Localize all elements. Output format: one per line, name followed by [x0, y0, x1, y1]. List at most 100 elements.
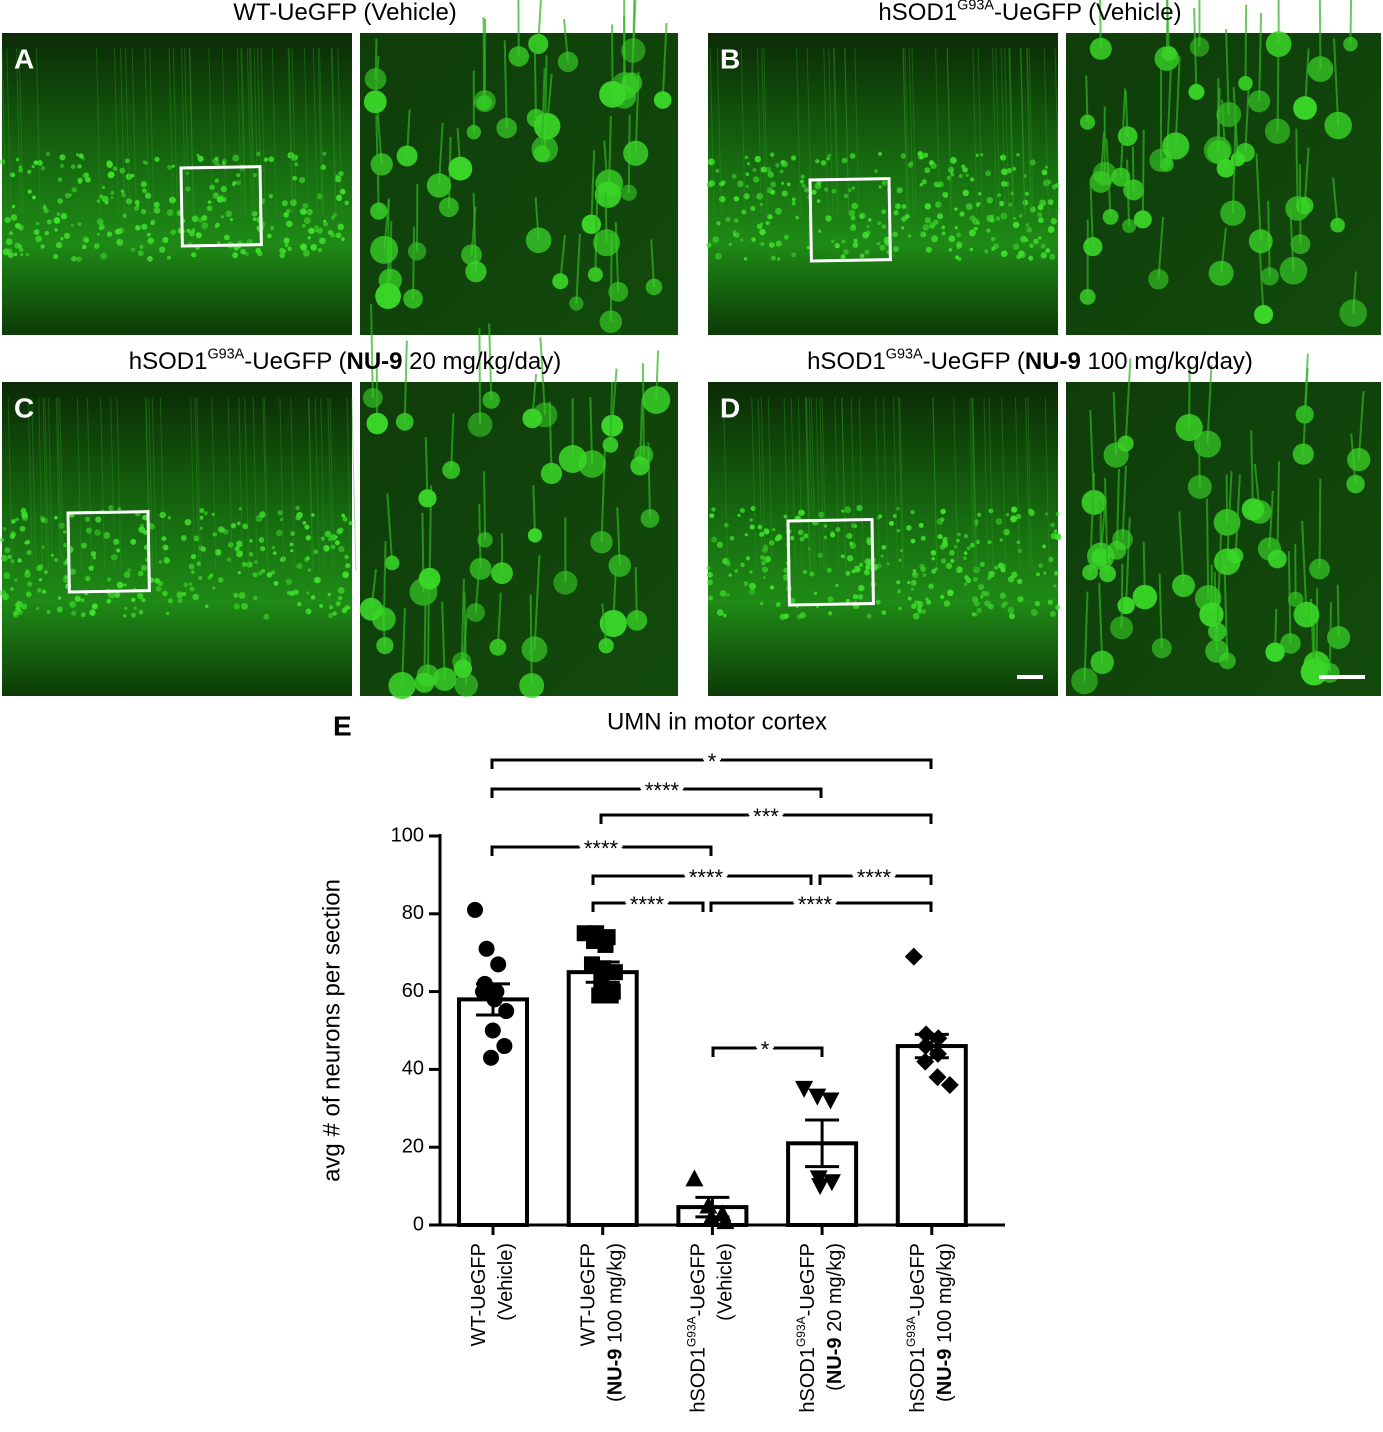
- fiber: [113, 48, 119, 215]
- cell: [728, 573, 732, 577]
- cell: [57, 198, 63, 204]
- cell: [418, 489, 437, 508]
- cell: [775, 602, 781, 608]
- data-point: [478, 940, 495, 957]
- cell: [988, 570, 995, 578]
- fiber: [238, 397, 244, 571]
- cell: [106, 598, 112, 604]
- cell: [316, 193, 323, 200]
- cell: [403, 289, 423, 309]
- cell: [299, 243, 307, 251]
- cell: [257, 571, 263, 576]
- cell: [706, 242, 712, 248]
- cell: [741, 209, 747, 215]
- cell: [86, 578, 90, 582]
- cell: [130, 247, 136, 252]
- cell: [783, 514, 788, 519]
- cell: [1016, 153, 1020, 157]
- cell: [734, 569, 739, 573]
- cell: [166, 255, 171, 260]
- cell: [203, 511, 208, 516]
- cell: [749, 589, 755, 595]
- dendrite: [1223, 564, 1229, 661]
- cell: [779, 169, 784, 174]
- cell: [1248, 90, 1271, 113]
- cell: [532, 402, 558, 428]
- cell: [140, 181, 147, 188]
- cell: [853, 565, 861, 573]
- fiber: [850, 397, 856, 571]
- cell: [776, 257, 781, 261]
- cell: [92, 556, 96, 560]
- cell: [222, 158, 227, 164]
- cell: [888, 520, 895, 526]
- cell: [17, 244, 22, 249]
- cell: [1018, 250, 1025, 257]
- cell: [849, 153, 856, 159]
- cell: [266, 572, 272, 578]
- fiber: [149, 48, 155, 215]
- cell: [123, 606, 128, 611]
- cell: [70, 164, 76, 170]
- fiber: [86, 397, 92, 571]
- cell: [620, 184, 637, 201]
- cell: [706, 181, 713, 188]
- cell: [623, 140, 649, 166]
- cell: [342, 516, 348, 522]
- dendrite: [1226, 471, 1233, 562]
- data-point: [496, 1038, 513, 1055]
- dendrite: [1231, 116, 1237, 214]
- cell: [233, 603, 240, 610]
- fiber: [932, 397, 938, 571]
- cell: [199, 526, 203, 530]
- cell: [904, 213, 910, 220]
- cell: [15, 606, 21, 611]
- cell: [63, 574, 68, 580]
- cell: [313, 549, 319, 555]
- cell: [3, 527, 7, 531]
- cell: [1010, 515, 1018, 523]
- fiber: [263, 397, 269, 571]
- text-segment: WT-UeGFP (Vehicle): [233, 0, 457, 26]
- cell: [948, 235, 956, 243]
- cell: [100, 252, 108, 260]
- cell: [137, 570, 144, 577]
- fiber: [18, 48, 24, 215]
- dendrite: [1234, 474, 1241, 556]
- cell: [334, 540, 340, 546]
- cell: [977, 583, 985, 590]
- cell: [232, 154, 240, 162]
- fiber: [899, 397, 905, 571]
- cell: [296, 563, 303, 570]
- cell: [749, 582, 756, 590]
- cell: [749, 570, 753, 574]
- cell: [279, 517, 284, 522]
- cell: [830, 532, 836, 538]
- dendrite: [1287, 551, 1292, 644]
- cell: [976, 512, 982, 518]
- chart-title: UMN in motor cortex: [607, 708, 827, 735]
- cell: [328, 613, 334, 619]
- cell: [469, 557, 492, 580]
- cell: [1287, 591, 1304, 608]
- cell: [956, 566, 963, 574]
- cell: [320, 536, 326, 541]
- cell: [1220, 200, 1246, 226]
- cell: [876, 241, 881, 246]
- cell: [182, 592, 187, 596]
- cell: [139, 523, 145, 528]
- cell: [816, 180, 822, 186]
- cell: [212, 532, 218, 537]
- significance-bracket: [599, 813, 933, 824]
- cell: [728, 242, 732, 247]
- cell: [846, 532, 853, 540]
- cell: [1000, 603, 1006, 609]
- cell: [0, 589, 7, 597]
- inset-box: [808, 177, 892, 263]
- cell: [920, 535, 926, 541]
- cell: [328, 605, 334, 610]
- dendrite: [1244, 4, 1248, 84]
- cell: [881, 180, 887, 186]
- fiber: [904, 48, 910, 215]
- cell: [827, 153, 832, 158]
